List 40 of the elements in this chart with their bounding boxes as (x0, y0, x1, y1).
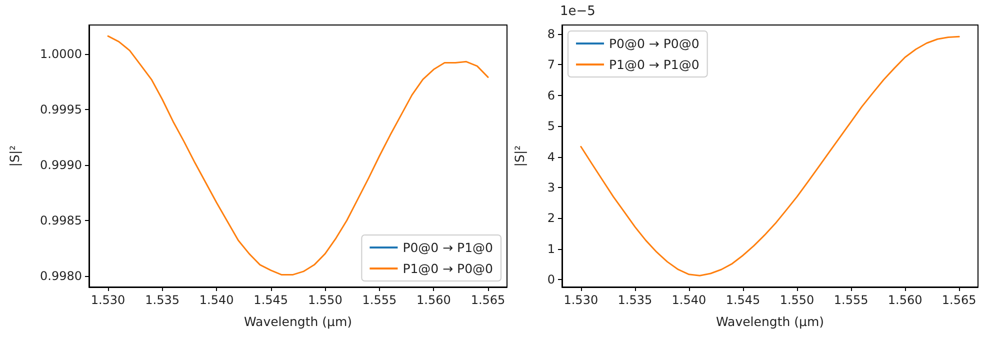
x-tick-label: 1.530 (564, 293, 598, 307)
y-tick-label: 0.9985 (40, 213, 82, 228)
x-tick-label: 1.535 (618, 293, 652, 307)
y-tick-label: 7 (547, 58, 555, 72)
y-tick-label: 0 (547, 272, 555, 287)
legend-label: P1@0 → P1@0 (609, 57, 700, 72)
text: 1e−5 (560, 4, 596, 19)
line-series (580, 36, 960, 276)
legend-label: P0@0 → P0@0 (609, 36, 700, 51)
x-tick-label: 1.550 (780, 293, 814, 307)
y-tick-label: 0.9980 (40, 268, 82, 283)
y-tick-label: 6 (547, 88, 555, 102)
x-tick-label: 1.565 (470, 293, 506, 307)
y-tick-label: 3 (547, 180, 555, 194)
x-tick-label: 1.555 (362, 293, 397, 307)
x-tick-label: 1.560 (888, 293, 922, 307)
legend-label: P1@0 → P0@0 (402, 261, 494, 276)
x-tick-label: 1.540 (672, 293, 706, 307)
y-tick-label: 2 (547, 211, 555, 226)
x-tick-label: 1.545 (254, 293, 288, 307)
x-tick-label: 1.550 (308, 293, 342, 307)
y-tick-label: 1.0000 (40, 46, 82, 61)
y-tick-label: 4 (547, 150, 555, 164)
y-tick-label: 8 (547, 26, 555, 41)
y-tick-label: 0.9995 (40, 102, 82, 116)
x-axis-title: Wavelength (µm) (716, 314, 824, 329)
x-tick-label: 1.560 (416, 293, 451, 307)
x-tick-label: 1.555 (834, 293, 868, 307)
x-tick-label: 1.535 (145, 293, 180, 307)
x-tick-label: 1.530 (90, 293, 126, 307)
x-tick-label: 1.545 (726, 293, 760, 307)
y-tick-label: 0.9990 (40, 158, 82, 172)
x-axis-title: Wavelength (µm) (244, 314, 352, 329)
y-tick-label: 1 (547, 242, 555, 256)
y-axis-title: |S|² (7, 145, 22, 167)
y-axis-title: |S|² (512, 145, 527, 167)
legend-label: P0@0 → P1@0 (402, 240, 494, 255)
y-tick-label: 5 (547, 119, 555, 134)
x-tick-label: 1.540 (199, 293, 234, 307)
x-tick-label: 1.565 (942, 293, 976, 307)
